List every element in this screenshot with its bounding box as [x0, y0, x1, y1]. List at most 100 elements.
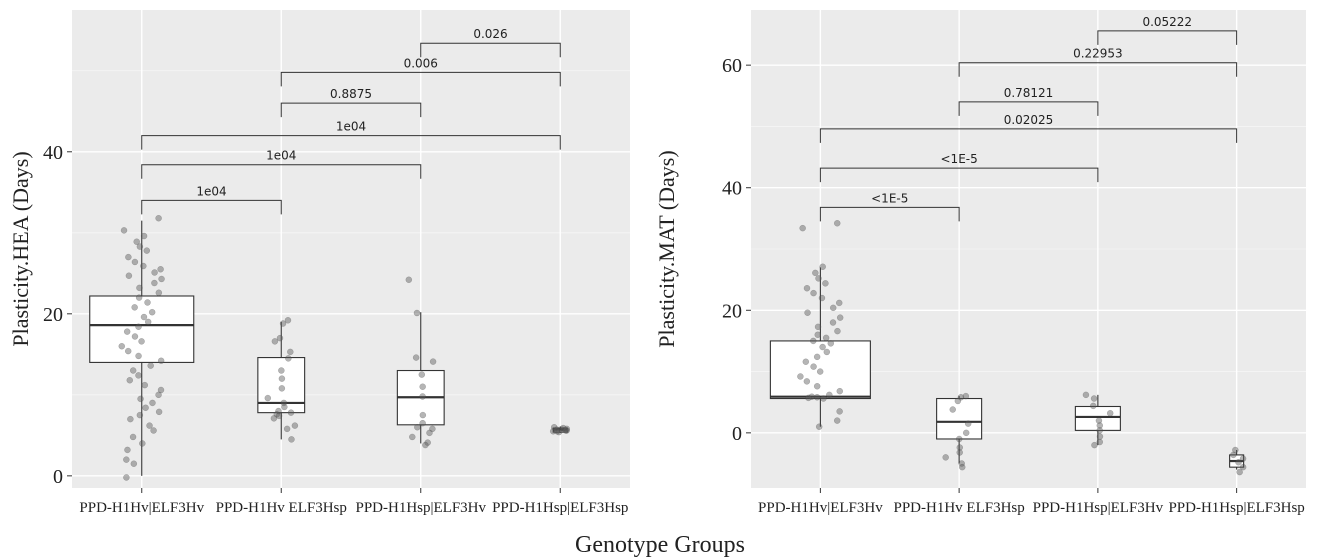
data-point [135, 352, 142, 360]
data-point [958, 463, 966, 471]
data-point [1235, 459, 1242, 466]
data-point [288, 436, 295, 443]
data-point [142, 404, 149, 412]
data-point [140, 262, 147, 270]
data-point [129, 367, 137, 374]
data-point [135, 323, 142, 331]
data-point [1232, 446, 1239, 454]
data-point [802, 358, 810, 366]
significance-label: <1E-5 [941, 152, 978, 166]
data-point [131, 304, 138, 311]
data-point [1106, 409, 1114, 417]
data-point [1095, 417, 1103, 424]
data-point [123, 474, 130, 481]
data-point [1090, 402, 1097, 410]
data-point [123, 456, 130, 463]
data-point [419, 411, 427, 419]
significance-label: 0.22953 [1073, 47, 1123, 61]
x-category-label: PPD-H1Hsp|ELF3Hsp [492, 500, 628, 516]
data-point [141, 381, 149, 389]
data-point [957, 394, 965, 401]
data-point [815, 423, 823, 430]
data-point [143, 247, 151, 254]
data-point [126, 376, 134, 384]
x-category-label: PPD-H1Hv|ELF3Hv [79, 500, 204, 516]
data-point [829, 319, 837, 326]
data-point [563, 427, 570, 434]
data-point [812, 269, 819, 277]
y-axis-label: Plasticity.HEA (Days) [8, 151, 33, 346]
data-point [823, 348, 831, 356]
data-point [136, 284, 143, 292]
data-point [810, 337, 817, 345]
data-point [284, 317, 292, 324]
data-point [835, 299, 843, 307]
data-point [133, 238, 140, 245]
data-point [1096, 427, 1103, 434]
data-point [429, 358, 437, 365]
data-point [797, 373, 804, 380]
data-point [942, 454, 949, 461]
data-point [813, 353, 821, 361]
y-tick-label: 40 [722, 178, 742, 200]
significance-label: 0.006 [404, 56, 438, 70]
data-point [562, 427, 570, 434]
data-point [954, 397, 962, 405]
data-point [412, 354, 420, 361]
data-point [553, 426, 561, 433]
x-category-label: PPD-H1Hv ELF3Hsp [216, 500, 347, 516]
y-tick-label: 40 [43, 142, 63, 164]
chart-panel-mat: 0 20 40 60 Plasticity.MAT (Days) PPD-H1Hv|ELF… [654, 10, 1306, 516]
y-tick-label: 20 [43, 304, 63, 326]
data-point [799, 224, 806, 232]
data-point [127, 415, 134, 423]
data-point [278, 367, 285, 374]
data-point [124, 446, 131, 454]
data-point [836, 314, 844, 321]
data-point [270, 415, 278, 422]
y-tick-label: 60 [722, 55, 742, 77]
data-point [1230, 451, 1237, 459]
data-point [155, 391, 162, 399]
significance-bracket [819, 167, 1099, 183]
data-point [833, 220, 841, 227]
data-point [818, 294, 826, 302]
data-point [1096, 438, 1104, 446]
data-point [129, 433, 137, 441]
significance-bracket [958, 101, 1099, 116]
data-point [130, 460, 138, 467]
data-point [820, 395, 827, 402]
data-point [804, 309, 811, 316]
data-point [150, 427, 157, 434]
data-point [553, 428, 561, 435]
data-point [123, 328, 131, 335]
data-point [816, 368, 824, 375]
x-category-label: PPD-H1Hv ELF3Hsp [893, 500, 1024, 516]
significance-bracket [958, 62, 1238, 77]
significance-label: 1e04 [266, 149, 296, 163]
x-category-label: PPD-H1Hsp|ELF3Hv [1033, 500, 1164, 516]
y-axis-label: Plasticity.MAT (Days) [654, 150, 679, 347]
significance-label: 0.8875 [330, 87, 372, 101]
data-point [962, 392, 970, 400]
data-point [834, 327, 841, 335]
box-iqr [936, 397, 983, 440]
data-point [419, 383, 426, 390]
data-point [125, 253, 132, 261]
x-category-label: PPD-H1Hsp|ELF3Hv [355, 500, 486, 516]
data-point [124, 347, 132, 355]
data-point [287, 409, 295, 416]
data-point [275, 412, 283, 420]
data-point [125, 272, 133, 279]
data-point [158, 275, 165, 283]
data-point [563, 425, 571, 433]
data-point [287, 348, 294, 356]
data-point [140, 313, 148, 321]
significance-bracket [819, 206, 960, 222]
box-iqr [1074, 405, 1121, 431]
data-point [291, 422, 299, 429]
significance-bracket [280, 102, 422, 118]
data-point [136, 411, 144, 419]
data-point [813, 394, 821, 401]
data-point [151, 269, 158, 276]
